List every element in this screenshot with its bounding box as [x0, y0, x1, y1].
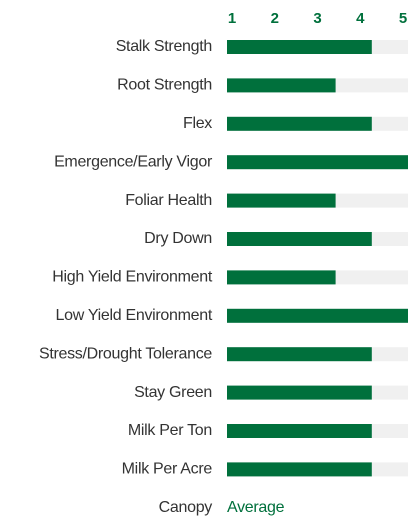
bar: [227, 385, 372, 400]
category-label: Emergence/Early Vigor: [54, 153, 213, 170]
category-label: Stalk Strength: [116, 38, 212, 55]
bar: [227, 40, 372, 54]
footer-label: Canopy: [159, 499, 213, 516]
category-label: Stay Green: [134, 384, 212, 401]
category-label: Stress/Drought Tolerance: [39, 345, 212, 362]
x-tick-label: 4: [356, 10, 365, 27]
bar: [227, 116, 372, 131]
bar: [227, 78, 336, 93]
category-label: Low Yield Environment: [56, 307, 213, 324]
footer-value: Average: [227, 499, 285, 516]
category-label: Milk Per Acre: [122, 461, 213, 478]
x-tick-label: 5: [399, 10, 407, 27]
bar: [227, 308, 408, 323]
bar: [227, 270, 336, 285]
bar: [227, 232, 372, 246]
category-label: Dry Down: [144, 230, 212, 247]
x-tick-label: 2: [271, 10, 279, 27]
category-label: Milk Per Ton: [128, 422, 212, 439]
category-label: Flex: [183, 115, 212, 132]
category-label: High Yield Environment: [52, 269, 213, 286]
bar: [227, 155, 408, 170]
x-tick-label: 3: [313, 10, 321, 27]
bar: [227, 462, 372, 477]
bar: [227, 424, 372, 438]
category-label: Root Strength: [117, 77, 212, 94]
category-label: Foliar Health: [125, 192, 212, 209]
x-tick-label: 1: [228, 10, 236, 27]
bar: [227, 193, 336, 208]
bar: [227, 347, 372, 362]
